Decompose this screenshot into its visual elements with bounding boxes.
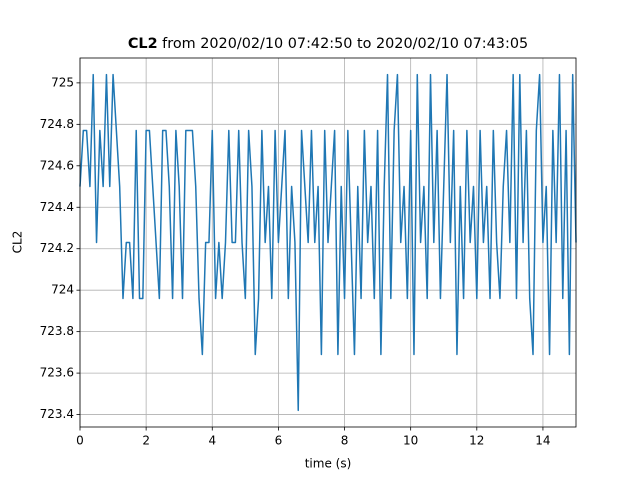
x-tick-label: 6	[275, 434, 283, 448]
y-tick-label: 724.2	[40, 241, 74, 255]
x-tick-label: 12	[469, 434, 484, 448]
plot-frame	[79, 57, 577, 428]
x-axis-label: time (s)	[305, 457, 352, 471]
y-tick-label: 723.8	[40, 324, 74, 338]
y-tick-label: 724	[51, 283, 74, 297]
title-name: CL2	[128, 36, 158, 52]
y-tick-label: 723.4	[40, 407, 74, 421]
data-line	[79, 73, 577, 412]
x-tick-label: 8	[341, 434, 349, 448]
x-tick-label: 0	[76, 434, 84, 448]
y-axis-label: CL2	[11, 231, 25, 254]
chart-title: CL2 from 2020/02/10 07:42:50 to 2020/02/…	[128, 36, 528, 52]
x-tick-label: 4	[208, 434, 216, 448]
y-tick-label: 724.6	[40, 158, 74, 172]
x-tick-label: 10	[403, 434, 418, 448]
title-rest: from 2020/02/10 07:42:50 to 2020/02/10 0…	[162, 36, 528, 52]
y-tick-label: 723.6	[40, 366, 74, 380]
y-tick-label: 724.8	[40, 117, 74, 131]
y-tick-label: 724.4	[40, 200, 74, 214]
x-tick-label: 14	[535, 434, 550, 448]
x-tick-label: 2	[142, 434, 150, 448]
y-tick-label: 725	[51, 75, 74, 89]
